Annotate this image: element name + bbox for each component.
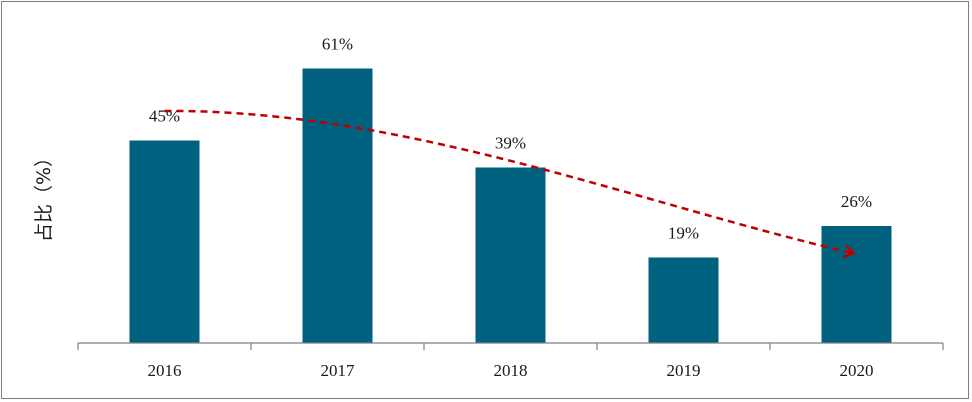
data-label-2019: 19% [668, 224, 699, 243]
x-tick-label-2018: 2018 [494, 361, 528, 380]
data-label-2017: 61% [322, 35, 353, 54]
trend-arrow-group [164, 109, 853, 253]
bar-2018 [475, 167, 546, 343]
x-tick-label-2016: 2016 [148, 361, 182, 380]
data-labels-group: 45% 61% 39% 19% 26% [149, 35, 872, 243]
y-axis-title: 占比（%） [33, 148, 55, 242]
bar-2016 [129, 140, 200, 343]
x-tick-label-2019: 2019 [667, 361, 701, 380]
bar-2017 [302, 68, 373, 343]
x-tick-label-2020: 2020 [840, 361, 874, 380]
bar-2020 [821, 226, 892, 343]
bars-group [129, 68, 892, 343]
trend-arrow [164, 109, 853, 253]
data-label-2018: 39% [495, 134, 526, 153]
x-axis: 2016 2017 2018 2019 2020 [77, 342, 944, 380]
data-label-2020: 26% [841, 192, 872, 211]
bar-2019 [648, 257, 719, 343]
data-label-2016: 45% [149, 107, 180, 126]
x-tick-label-2017: 2017 [321, 361, 356, 380]
